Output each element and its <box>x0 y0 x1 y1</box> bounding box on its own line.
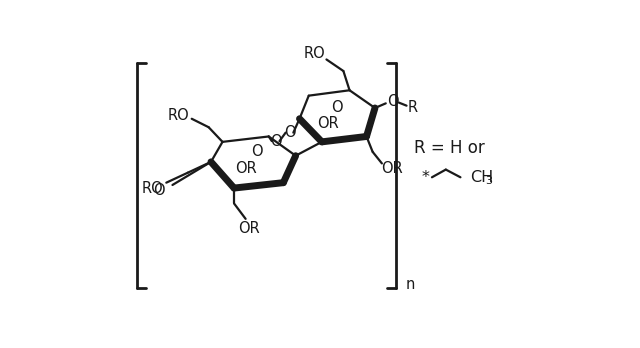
Text: *: * <box>422 170 429 185</box>
Text: O: O <box>332 101 343 116</box>
Text: OR: OR <box>317 116 339 131</box>
Text: OR: OR <box>239 221 260 236</box>
Text: 3: 3 <box>485 176 492 186</box>
Text: R: R <box>408 101 418 116</box>
Text: CH: CH <box>470 170 493 185</box>
Text: RO: RO <box>168 108 189 123</box>
Text: OR: OR <box>236 161 257 176</box>
Text: O: O <box>270 134 282 149</box>
Text: R = H or: R = H or <box>414 139 485 157</box>
Text: O: O <box>284 125 295 140</box>
Text: n: n <box>406 277 415 292</box>
Text: OR: OR <box>381 161 403 176</box>
Text: RO: RO <box>141 181 163 196</box>
Text: O: O <box>153 183 164 198</box>
Text: O: O <box>387 94 399 109</box>
Text: RO: RO <box>304 46 326 61</box>
Text: O: O <box>252 144 263 159</box>
